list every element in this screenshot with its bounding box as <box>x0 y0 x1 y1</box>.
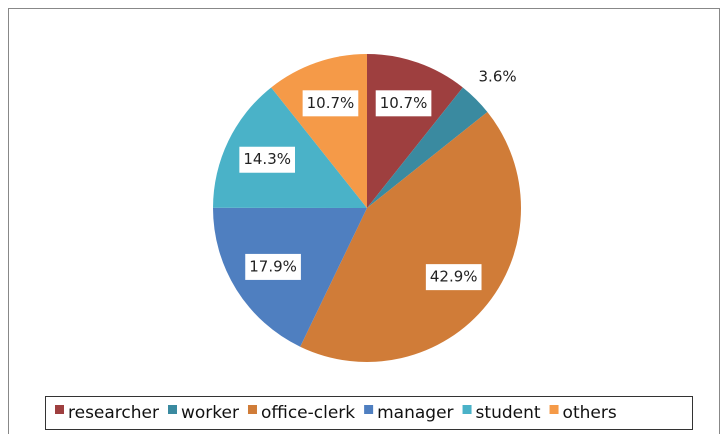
legend-label: manager <box>377 403 453 423</box>
pie: 10.7% 3.6% 42.9% 17.9% 14.3% 10.7% <box>212 54 521 362</box>
value-label-box <box>425 264 482 291</box>
value-label: 10.7% <box>302 90 359 117</box>
legend-swatch <box>247 405 257 414</box>
value-label-text: 42.9% <box>430 268 478 286</box>
value-label-text: 10.7% <box>380 94 428 112</box>
legend-swatch <box>462 405 472 414</box>
value-label-text: 3.6% <box>479 68 517 86</box>
legend-label: office-clerk <box>261 403 355 423</box>
value-label-text: 17.9% <box>249 257 297 275</box>
legend-label: worker <box>181 403 239 423</box>
legend-label: researcher <box>68 403 159 423</box>
legend-label: student <box>476 403 541 423</box>
pie-slice <box>300 111 521 362</box>
value-label: 14.3% <box>239 146 296 173</box>
value-label: 3.6% <box>479 68 517 86</box>
legend-swatch <box>55 405 64 414</box>
value-label-box <box>375 90 432 117</box>
value-label: 10.7% <box>375 90 432 117</box>
legend: researcher worker office-clerk manager stude… <box>55 403 617 423</box>
value-label: 17.9% <box>245 253 301 280</box>
value-label-box <box>245 253 301 280</box>
value-label-text: 10.7% <box>307 94 355 112</box>
legend-swatch <box>168 405 177 414</box>
legend-swatch <box>549 405 559 414</box>
value-label-text: 14.3% <box>243 150 291 168</box>
legend-label: others <box>563 403 617 423</box>
pie-slice <box>367 87 488 208</box>
value-label: 42.9% <box>425 264 482 291</box>
value-label-box <box>239 146 296 173</box>
value-label-box <box>302 90 359 117</box>
legend-swatch <box>364 405 374 414</box>
legend-box <box>45 396 693 430</box>
